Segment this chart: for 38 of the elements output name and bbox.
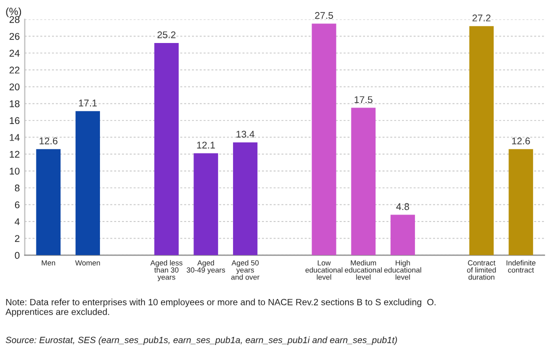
bar (154, 42, 179, 256)
y-tick-label: 8 (14, 184, 20, 192)
data-label: 12.6 (512, 137, 530, 144)
bar (194, 153, 218, 256)
bar (76, 111, 100, 256)
y-tick-label: 24 (10, 50, 20, 57)
bar (390, 214, 415, 256)
text: Note: Data refer to enterprises with 10 employees or more and to NACE Rev.2 sections B to S excluding O. Apprentices are excluded. (6, 298, 436, 317)
bar (508, 149, 534, 256)
y-tick-label: 4 (14, 218, 20, 226)
data-label: 27.5 (315, 12, 334, 19)
bar (469, 26, 494, 256)
bar (36, 149, 61, 256)
data-label: 4.8 (396, 203, 410, 210)
data-label: 17.1 (79, 100, 97, 106)
y-tick-label: 28 (10, 16, 20, 23)
source-note: Source: Eurostat, SES (earn_ses_pub1s, earn_ses_pub1a, earn_ses_pub1i and earn_ses_pub1t) (6, 336, 397, 345)
data-label: 27.2 (472, 14, 490, 22)
data-label: 12.1 (197, 142, 215, 148)
y-axis-title: (%) (6, 7, 22, 18)
y-tick-label: 2 (14, 235, 20, 242)
bar (351, 108, 376, 256)
y-tick-label: 0 (14, 252, 20, 259)
y-tick-label: 26 (10, 32, 20, 40)
y-tick-label: 14 (10, 134, 20, 141)
bar (233, 142, 258, 256)
y-tick-label: 10 (10, 168, 20, 175)
data-label: 13.4 (236, 130, 254, 138)
y-tick-label: 16 (10, 117, 20, 124)
y-tick-label: 12 (10, 150, 20, 158)
y-tick-label: 6 (14, 201, 20, 208)
data-label: 12.6 (40, 137, 58, 144)
y-tick-label: 20 (10, 83, 20, 90)
y-tick-label: 18 (10, 100, 20, 108)
data-label: 25.2 (158, 31, 176, 38)
y-tick-label: 22 (10, 66, 20, 74)
bar (312, 24, 336, 256)
data-label: 17.5 (354, 96, 372, 104)
